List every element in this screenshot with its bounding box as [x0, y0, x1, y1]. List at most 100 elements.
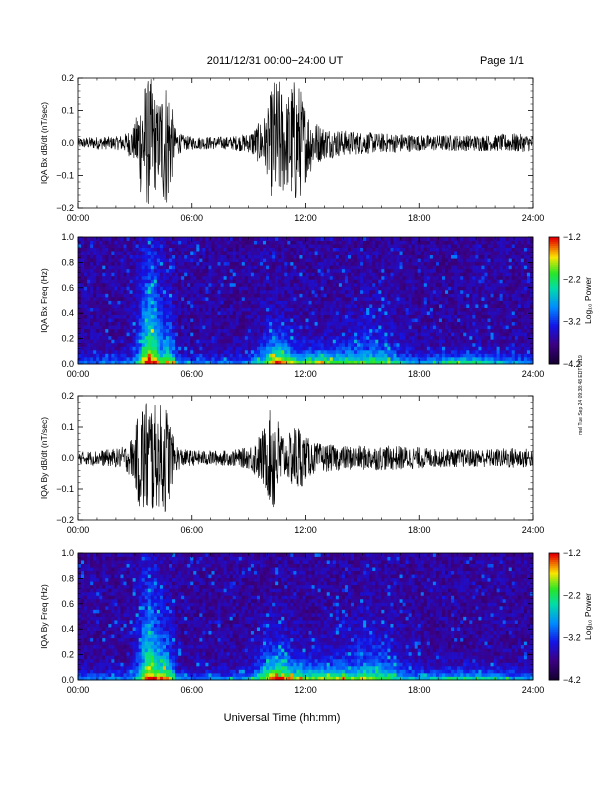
colorbar-swatch	[549, 317, 559, 321]
spectrogram-cells	[78, 553, 534, 681]
colorbar-swatch	[549, 656, 559, 660]
colorbar-swatch	[549, 631, 559, 634]
colorbar-swatch	[549, 340, 559, 344]
colorbar-swatch	[549, 601, 559, 605]
colorbar-swatch	[549, 618, 559, 622]
x-tick-label: 24:00	[522, 685, 545, 695]
colorbar-swatch	[549, 639, 559, 643]
colorbar-swatch	[549, 300, 559, 304]
colorbar-swatch	[549, 349, 559, 352]
y-axis-label: IQA Bx dB/dt (nT/sec)	[39, 102, 49, 184]
colorbar-swatch	[549, 258, 559, 261]
colorbar-swatch	[549, 330, 559, 333]
colorbar-frame	[548, 552, 560, 681]
x-tick-label: 18:00	[408, 525, 431, 535]
colorbar-swatch	[549, 306, 559, 310]
colorbar-swatch	[549, 553, 559, 556]
colorbar-swatch	[549, 569, 559, 573]
colorbar-tick-label: −3.2	[563, 633, 581, 643]
colorbar-swatch	[549, 578, 559, 582]
colorbar-swatch	[549, 658, 559, 662]
colorbar-swatch	[549, 279, 559, 282]
colorbar-swatch	[549, 565, 559, 569]
y-tick-label: 0.6	[61, 283, 74, 293]
y-axis-label: IQA Bx Freq (Hz)	[39, 268, 49, 333]
x-tick-label: 06:00	[180, 525, 203, 535]
colorbar-swatch	[549, 633, 559, 637]
colorbar-swatch	[549, 669, 559, 673]
colorbar-swatch	[549, 292, 559, 295]
x-tick-label: 18:00	[408, 213, 431, 223]
colorbar-swatch	[549, 253, 559, 257]
colorbar-swatch	[549, 572, 559, 575]
colorbar-swatch	[549, 608, 559, 611]
x-tick-label: 18:00	[408, 369, 431, 379]
colorbar-swatch	[549, 357, 559, 361]
y-tick-label: 1.0	[61, 232, 74, 242]
panel-2: −4.2 −3.2 −2.2 −1.2 Log₁₀ Power 00:00 06:00 12:…	[39, 232, 593, 379]
y-axis-label: IQA By dB/dt (nT/sec)	[39, 417, 49, 499]
y-tick-label: 0.2	[61, 73, 74, 83]
colorbar-swatch	[549, 308, 559, 312]
colorbar-swatch	[549, 321, 559, 325]
colorbar-swatch	[549, 582, 559, 586]
y-tick-label: 0.2	[61, 650, 74, 660]
colorbar-swatch	[549, 237, 559, 240]
colorbar-swatch	[549, 277, 559, 280]
colorbar-frame	[548, 236, 560, 365]
colorbar-swatch	[549, 557, 559, 560]
dbdt-trace	[77, 79, 534, 204]
colorbar-swatch	[549, 663, 559, 666]
colorbar-tick-label: −1.2	[563, 232, 581, 242]
colorbar-swatch	[549, 272, 559, 276]
colorbar-swatch	[549, 304, 559, 308]
generation-note: mel Tue Sep 24 09:38:48 EDT 2019	[578, 355, 584, 435]
colorbar-swatch	[549, 561, 559, 565]
colorbar-swatch	[549, 251, 559, 255]
colorbar-swatch	[549, 622, 559, 626]
dbdt-trace	[77, 403, 534, 512]
colorbar-swatch	[549, 302, 559, 306]
colorbar-swatch	[549, 574, 559, 577]
colorbar-swatch	[549, 555, 559, 558]
colorbar-swatch	[549, 654, 559, 658]
colorbar-tick-label: −1.2	[563, 548, 581, 558]
colorbar-swatch	[549, 627, 559, 630]
colorbar-swatch	[549, 283, 559, 287]
colorbar-swatch	[549, 646, 559, 649]
y-tick-label: 0.2	[61, 391, 74, 401]
colorbar-tick-label: −3.2	[563, 317, 581, 327]
spectrogram-cells	[78, 237, 534, 365]
x-tick-label: 12:00	[294, 369, 317, 379]
colorbar-swatch	[549, 247, 559, 251]
colorbar-swatch	[549, 635, 559, 639]
colorbar-swatch	[549, 239, 559, 242]
y-axis-label: IQA By Freq (Hz)	[39, 584, 49, 649]
colorbar-swatch	[549, 637, 559, 641]
colorbar-swatch	[549, 677, 559, 681]
x-tick-label: 12:00	[294, 525, 317, 535]
panel-3: 00:00 06:00 12:00 18:00 24:00 −0.2 −0.1 0.0 0.1 0…	[39, 391, 544, 535]
y-tick-label: 0.2	[61, 334, 74, 344]
y-tick-label: −0.1	[56, 171, 74, 181]
panel-4: −4.2 −3.2 −2.2 −1.2 Log₁₀ Power 00:00 06:00 12:…	[39, 548, 593, 695]
colorbar-swatch	[549, 294, 559, 297]
x-tick-label: 06:00	[180, 369, 203, 379]
figure-title: 2011/12/31 00:00−24:00 UT	[207, 55, 344, 67]
colorbar-tick-label: −4.2	[563, 675, 581, 685]
colorbar-swatch	[549, 671, 559, 675]
x-tick-label: 00:00	[67, 369, 90, 379]
colorbar-swatch	[549, 241, 559, 244]
colorbar-swatch	[549, 644, 559, 647]
colorbar-swatch	[549, 597, 559, 601]
colorbar-tick-label: −2.2	[563, 590, 581, 600]
colorbar: −4.2 −3.2 −2.2 −1.2 Log₁₀ Power	[548, 548, 593, 685]
colorbar-swatch	[549, 584, 559, 588]
colorbar-swatch	[549, 359, 559, 363]
colorbar-swatch	[549, 268, 559, 272]
y-tick-label: −0.2	[56, 515, 74, 525]
colorbar-tick-label: −4.2	[563, 359, 581, 369]
colorbar-swatch	[549, 351, 559, 354]
colorbar-swatch	[549, 264, 559, 268]
colorbar-swatch	[549, 586, 559, 590]
